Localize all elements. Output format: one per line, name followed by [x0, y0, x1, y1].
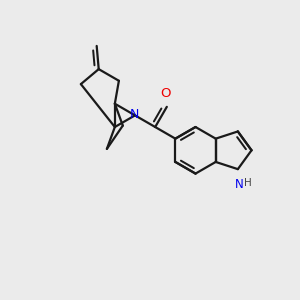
Text: N: N [235, 178, 244, 190]
Text: O: O [160, 87, 171, 100]
Text: H: H [244, 178, 252, 188]
Text: N: N [130, 108, 139, 121]
